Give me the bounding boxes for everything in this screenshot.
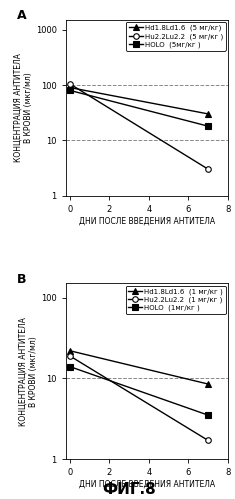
X-axis label: ДНИ ПОСЛЕ ВВЕДЕНИЯ АНТИТЕЛА: ДНИ ПОСЛЕ ВВЕДЕНИЯ АНТИТЕЛА [79,480,215,489]
Legend: Hd1.8Ld1.6  (1 мг/кг ), Hu2.2Lu2.2  (1 мг/кг ), HOLO  (1мг/кг ): Hd1.8Ld1.6 (1 мг/кг ), Hu2.2Lu2.2 (1 мг/… [125,285,226,314]
Text: ФИГ.8: ФИГ.8 [102,482,156,497]
Legend: Hd1.8Ld1.6  (5 мг/кг), Hu2.2Lu2.2  (5 мг/кг ), HOLO  (5мг/кг ): Hd1.8Ld1.6 (5 мг/кг), Hu2.2Lu2.2 (5 мг/к… [126,22,226,51]
Y-axis label: КОНЦЕНТРАЦИЯ АНТИТЕЛА
В КРОВИ (мкг/мл): КОНЦЕНТРАЦИЯ АНТИТЕЛА В КРОВИ (мкг/мл) [19,317,38,426]
Y-axis label: КОНЦЕНТРАЦИЯ АНТИТЕЛА
В КРОВИ (мкг/мл): КОНЦЕНТРАЦИЯ АНТИТЕЛА В КРОВИ (мкг/мл) [14,53,33,162]
X-axis label: ДНИ ПОСЛЕ ВВЕДЕНИЯ АНТИТЕЛА: ДНИ ПОСЛЕ ВВЕДЕНИЯ АНТИТЕЛА [79,217,215,226]
Text: A: A [17,9,27,22]
Text: B: B [17,273,27,286]
